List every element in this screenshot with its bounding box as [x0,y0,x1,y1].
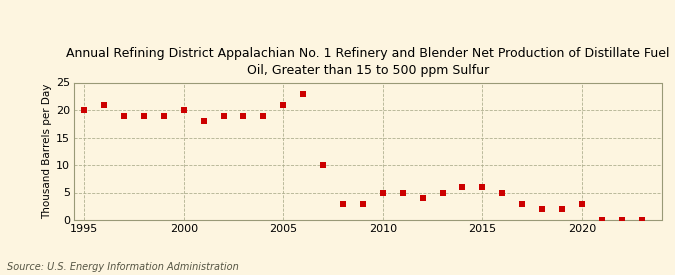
Point [537,207,547,211]
Point [497,190,508,195]
Point [298,91,308,96]
Point [576,201,587,206]
Point [557,207,568,211]
Point [417,196,428,200]
Point [218,113,229,118]
Point [79,108,90,112]
Point [616,218,627,222]
Point [637,218,647,222]
Point [358,201,369,206]
Point [457,185,468,189]
Title: Annual Refining District Appalachian No. 1 Refinery and Blender Net Production o: Annual Refining District Appalachian No.… [66,47,670,77]
Point [138,113,149,118]
Point [198,119,209,123]
Point [477,185,488,189]
Point [338,201,348,206]
Point [159,113,169,118]
Point [398,190,408,195]
Point [517,201,528,206]
Y-axis label: Thousand Barrels per Day: Thousand Barrels per Day [42,84,52,219]
Point [597,218,608,222]
Point [437,190,448,195]
Point [278,102,289,107]
Point [99,102,109,107]
Text: Source: U.S. Energy Information Administration: Source: U.S. Energy Information Administ… [7,262,238,272]
Point [258,113,269,118]
Point [119,113,130,118]
Point [178,108,189,112]
Point [377,190,388,195]
Point [318,163,329,167]
Point [238,113,249,118]
